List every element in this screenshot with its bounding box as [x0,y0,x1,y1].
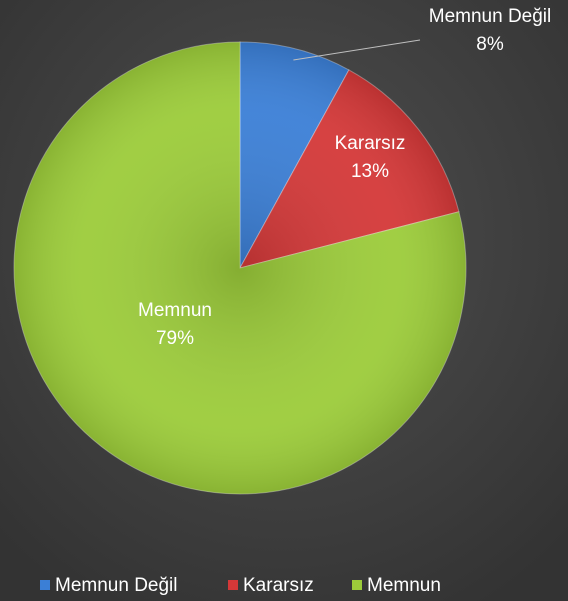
slice-value: 13% [351,161,389,182]
legend-label: Memnun Değil [55,575,178,596]
slice-label: Memnun [138,300,212,321]
legend-marker [40,580,50,590]
legend-marker [228,580,238,590]
slice-shade [240,42,349,268]
slice-label: Kararsız [335,133,406,154]
slice-value: 79% [156,328,194,349]
legend-label: Kararsız [243,575,314,596]
slice-shade [240,69,459,269]
legend-marker [352,580,362,590]
slice-shade [13,42,466,495]
leader-line [293,39,421,61]
slice-value: 8% [476,34,504,55]
slice-label: Memnun Değil [429,6,552,27]
legend-label: Memnun [367,575,441,596]
